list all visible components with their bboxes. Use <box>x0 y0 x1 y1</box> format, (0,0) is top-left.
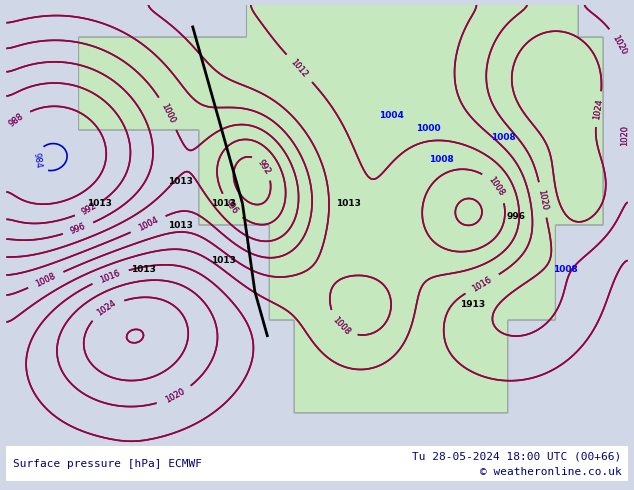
Text: 1024: 1024 <box>96 299 118 318</box>
Text: 1008: 1008 <box>491 133 516 142</box>
Text: 1020: 1020 <box>620 125 630 146</box>
Text: 1008: 1008 <box>487 175 506 198</box>
Text: 1013: 1013 <box>87 199 112 208</box>
Text: 1020: 1020 <box>164 387 186 405</box>
Text: 996: 996 <box>69 221 87 236</box>
Text: 988: 988 <box>8 112 26 129</box>
Text: 996: 996 <box>223 197 240 216</box>
Text: 992: 992 <box>256 158 273 176</box>
Text: 1008: 1008 <box>34 271 57 289</box>
Text: 1008: 1008 <box>330 315 351 337</box>
Text: 1913: 1913 <box>460 300 485 309</box>
Text: 1016: 1016 <box>99 268 122 284</box>
Bar <box>6 446 628 481</box>
Text: 1004: 1004 <box>137 216 160 233</box>
Text: 1004: 1004 <box>137 216 160 233</box>
Text: 1013: 1013 <box>168 221 193 230</box>
Text: 1008: 1008 <box>429 155 454 164</box>
Text: 1008: 1008 <box>553 265 578 274</box>
Text: 1008: 1008 <box>487 175 506 198</box>
Text: 1016: 1016 <box>471 275 494 294</box>
Text: 984: 984 <box>32 151 43 169</box>
Text: 1020: 1020 <box>611 33 628 56</box>
Text: 1013: 1013 <box>131 265 155 274</box>
Text: 1013: 1013 <box>335 199 361 208</box>
Text: 1013: 1013 <box>168 177 193 186</box>
Text: 996: 996 <box>507 212 526 221</box>
Text: 1008: 1008 <box>34 271 57 289</box>
Text: 1020: 1020 <box>536 189 549 211</box>
Text: 1012: 1012 <box>289 57 309 79</box>
Text: 1013: 1013 <box>211 199 236 208</box>
Text: 1012: 1012 <box>289 57 309 79</box>
Text: 1020: 1020 <box>536 189 549 211</box>
Text: 1020: 1020 <box>611 33 628 56</box>
Text: 1016: 1016 <box>99 268 122 284</box>
Text: 1024: 1024 <box>593 98 605 120</box>
Text: 1008: 1008 <box>330 315 351 337</box>
Text: © weatheronline.co.uk: © weatheronline.co.uk <box>480 467 621 477</box>
Text: 1000: 1000 <box>159 102 177 125</box>
Text: 1020: 1020 <box>620 125 630 146</box>
Text: 1004: 1004 <box>379 111 404 120</box>
Text: 1013: 1013 <box>211 256 236 265</box>
Text: 1000: 1000 <box>417 124 441 133</box>
Text: Surface pressure [hPa] ECMWF: Surface pressure [hPa] ECMWF <box>13 459 202 468</box>
Text: 988: 988 <box>8 112 26 129</box>
Text: 996: 996 <box>223 197 240 216</box>
Text: 1024: 1024 <box>96 299 118 318</box>
Text: 1016: 1016 <box>471 275 494 294</box>
Text: 1000: 1000 <box>159 102 177 125</box>
Text: 992: 992 <box>81 201 98 217</box>
Text: 992: 992 <box>256 158 273 176</box>
Text: 992: 992 <box>81 201 98 217</box>
Text: 1024: 1024 <box>593 98 605 120</box>
Text: 1020: 1020 <box>164 387 186 405</box>
Text: Tu 28-05-2024 18:00 UTC (00+66): Tu 28-05-2024 18:00 UTC (00+66) <box>412 452 621 462</box>
Text: 996: 996 <box>69 221 87 236</box>
